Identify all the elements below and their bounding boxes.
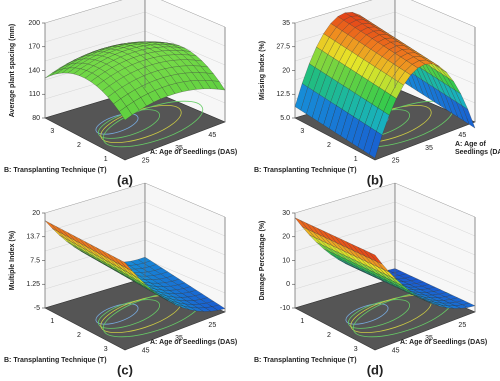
surface-cell xyxy=(119,106,133,121)
a-tick-label: 35 xyxy=(175,335,183,342)
z-tick-label: 80 xyxy=(32,115,40,122)
z-tick-label: 10 xyxy=(282,257,290,264)
z-axis-title: Damage Percentage (%) xyxy=(259,221,266,301)
z-axis-title: Average plant spacing (mm) xyxy=(9,24,16,118)
contour xyxy=(97,299,161,329)
a-tick-label: 35 xyxy=(425,335,433,342)
z-tick-label: 110 xyxy=(29,91,40,98)
z-axis-title: Multiple Index (%) xyxy=(9,231,16,291)
contour xyxy=(102,100,204,148)
panel: 20 13.7 7.5 1.25 -5 Multiple Index (%) 1 2 3 B: T… xyxy=(4,182,237,377)
b-tick-label: 2 xyxy=(77,142,81,149)
z-tick-label: 5.0 xyxy=(280,115,290,122)
z-tick-label: 1.25 xyxy=(26,281,40,288)
z-tick-label: 35 xyxy=(282,20,290,27)
contour xyxy=(95,303,139,325)
z-tick-label: -5 xyxy=(34,305,40,312)
surface-cell xyxy=(119,259,133,272)
a-tick-label: 45 xyxy=(208,132,216,139)
a-tick-label: 45 xyxy=(142,348,150,355)
b-tick-label: 3 xyxy=(300,128,304,135)
a-tick-label: 25 xyxy=(458,322,466,329)
b-tick-label: 3 xyxy=(50,128,54,135)
z-tick-label: 200 xyxy=(28,20,40,27)
b-tick-label: 1 xyxy=(104,156,108,163)
b-tick-label: 2 xyxy=(327,142,331,149)
a-axis-title: A: Age of xyxy=(455,141,487,148)
contour xyxy=(95,113,139,135)
panel-label: (b) xyxy=(367,172,384,187)
a-tick-label: 45 xyxy=(458,132,466,139)
z-axis-title: Missing Index (%) xyxy=(259,41,266,100)
z-tick-label: 0 xyxy=(286,281,290,288)
z-tick-label: 27.5 xyxy=(276,44,290,51)
z-tick-label: 13.7 xyxy=(26,234,40,241)
contour xyxy=(347,299,411,329)
a-axis-title: A: Age of Seedlings (DAS) xyxy=(400,339,487,346)
a-axis-title: Seedlings (DAS) xyxy=(455,149,500,156)
z-tick-label: 7.5 xyxy=(30,257,40,264)
b-tick-label: 1 xyxy=(50,318,54,325)
a-tick-label: 35 xyxy=(425,145,433,152)
panel: 200 170 140 110 80 Average plant spacing (mm)… xyxy=(4,0,237,187)
b-axis-title: B: Transplanting Technique (T) xyxy=(254,167,357,174)
z-tick-label: -10 xyxy=(280,305,290,312)
b-axis-title: B: Transplanting Technique (T) xyxy=(4,167,107,174)
b-tick-label: 1 xyxy=(300,318,304,325)
z-tick-label: 20 xyxy=(32,210,40,217)
panel-label: (d) xyxy=(367,362,384,377)
z-tick-label: 30 xyxy=(282,210,290,217)
a-tick-label: 35 xyxy=(175,145,183,152)
a-tick-label: 25 xyxy=(392,158,400,165)
a-tick-label: 25 xyxy=(208,322,216,329)
surface-cell xyxy=(369,131,383,159)
a-axis-title: A: Age of Seedlings (DAS) xyxy=(150,339,237,346)
b-tick-label: 2 xyxy=(327,332,331,339)
panel: 30 20 10 0 -10 Damage Percentage (%) 1 2 3 B: Tra… xyxy=(254,182,487,377)
b-axis-title: B: Transplanting Technique (T) xyxy=(4,357,107,364)
z-tick-label: 140 xyxy=(28,67,40,74)
panel-label: (c) xyxy=(117,362,133,377)
b-tick-label: 3 xyxy=(354,346,358,353)
panel-label: (a) xyxy=(117,172,133,187)
b-tick-label: 3 xyxy=(104,346,108,353)
surface-cell xyxy=(369,252,383,265)
z-tick-label: 170 xyxy=(28,44,40,51)
contour xyxy=(345,303,389,325)
a-tick-label: 25 xyxy=(142,158,150,165)
b-tick-label: 2 xyxy=(77,332,81,339)
z-tick-label: 20 xyxy=(282,67,290,74)
b-axis-title: B: Transplanting Technique (T) xyxy=(254,357,357,364)
z-tick-label: 20 xyxy=(282,234,290,241)
z-tick-label: 12.5 xyxy=(276,91,290,98)
panel: 35 27.5 20 12.5 5.0 Missing Index (%) 3 2 1 B: Tr… xyxy=(254,0,500,187)
a-tick-label: 45 xyxy=(392,348,400,355)
b-tick-label: 1 xyxy=(354,156,358,163)
a-axis-title: A: Age of Seedlings (DAS) xyxy=(150,149,237,156)
